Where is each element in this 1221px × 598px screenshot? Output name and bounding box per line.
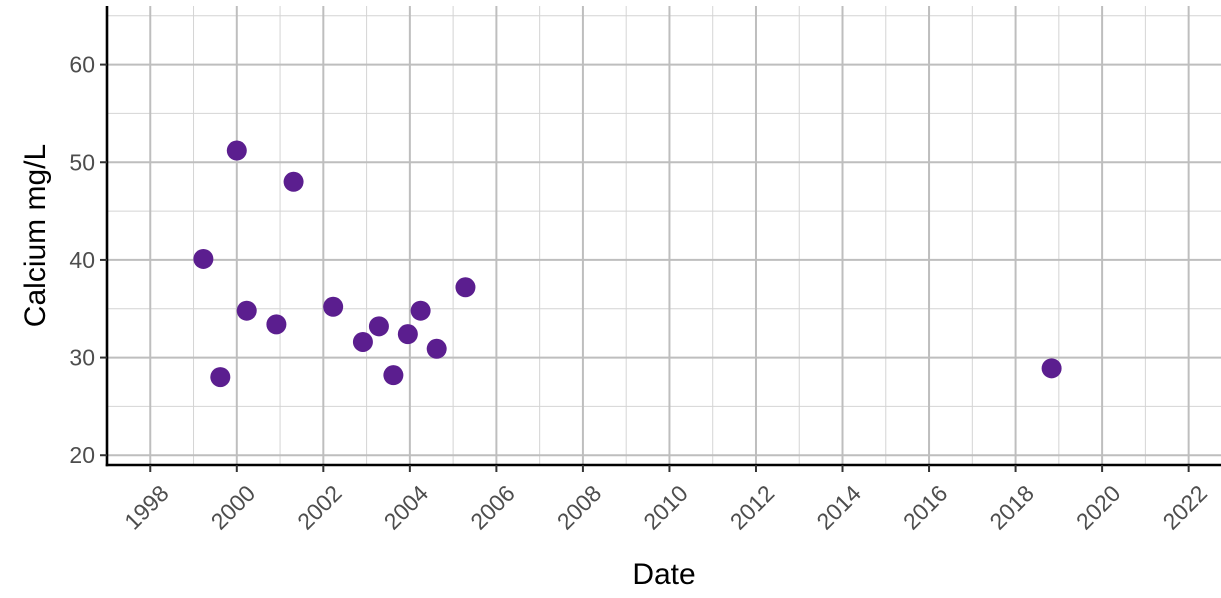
- y-tick-label: 30: [69, 345, 95, 371]
- y-tick-label: 40: [69, 247, 95, 273]
- data-point: [410, 300, 431, 321]
- x-tick-label: 2008: [552, 480, 607, 535]
- x-tick-label: 2020: [1071, 480, 1126, 535]
- x-tick-label: 2000: [206, 480, 261, 535]
- x-tick-label: 2022: [1157, 480, 1212, 535]
- x-tick-label: 2018: [984, 480, 1039, 535]
- x-tick-label: 2004: [379, 480, 434, 535]
- x-tick-label: 1998: [119, 480, 174, 535]
- data-point: [323, 296, 344, 317]
- data-point: [397, 324, 418, 345]
- x-axis-title: Date: [632, 558, 695, 591]
- tick-labels: 1998 2000 2002 2004 2006 2008 2010 2012 2014 2016…: [69, 52, 1212, 535]
- data-point: [283, 171, 304, 192]
- data-point: [266, 314, 287, 335]
- y-axis-title: Calcium mg/L: [19, 144, 52, 327]
- x-tick-label: 2006: [465, 480, 520, 535]
- x-tick-label: 2012: [725, 480, 780, 535]
- data-point: [455, 277, 476, 298]
- data-point: [368, 316, 389, 337]
- data-point: [210, 367, 231, 388]
- axes: [100, 6, 1221, 472]
- x-tick-label: 2014: [811, 480, 866, 535]
- gridlines: [107, 6, 1221, 465]
- data-point: [193, 248, 214, 269]
- data-point: [426, 338, 447, 359]
- data-points: [193, 140, 1062, 388]
- x-tick-label: 2002: [292, 480, 347, 535]
- data-point: [1041, 358, 1062, 379]
- y-tick-label: 20: [69, 442, 95, 468]
- y-tick-label: 60: [69, 52, 95, 78]
- x-tick-label: 2016: [898, 480, 953, 535]
- data-point: [226, 140, 247, 161]
- x-tick-label: 2010: [638, 480, 693, 535]
- data-point: [383, 365, 404, 386]
- data-point: [236, 300, 257, 321]
- data-point: [352, 331, 373, 352]
- y-tick-label: 50: [69, 149, 95, 175]
